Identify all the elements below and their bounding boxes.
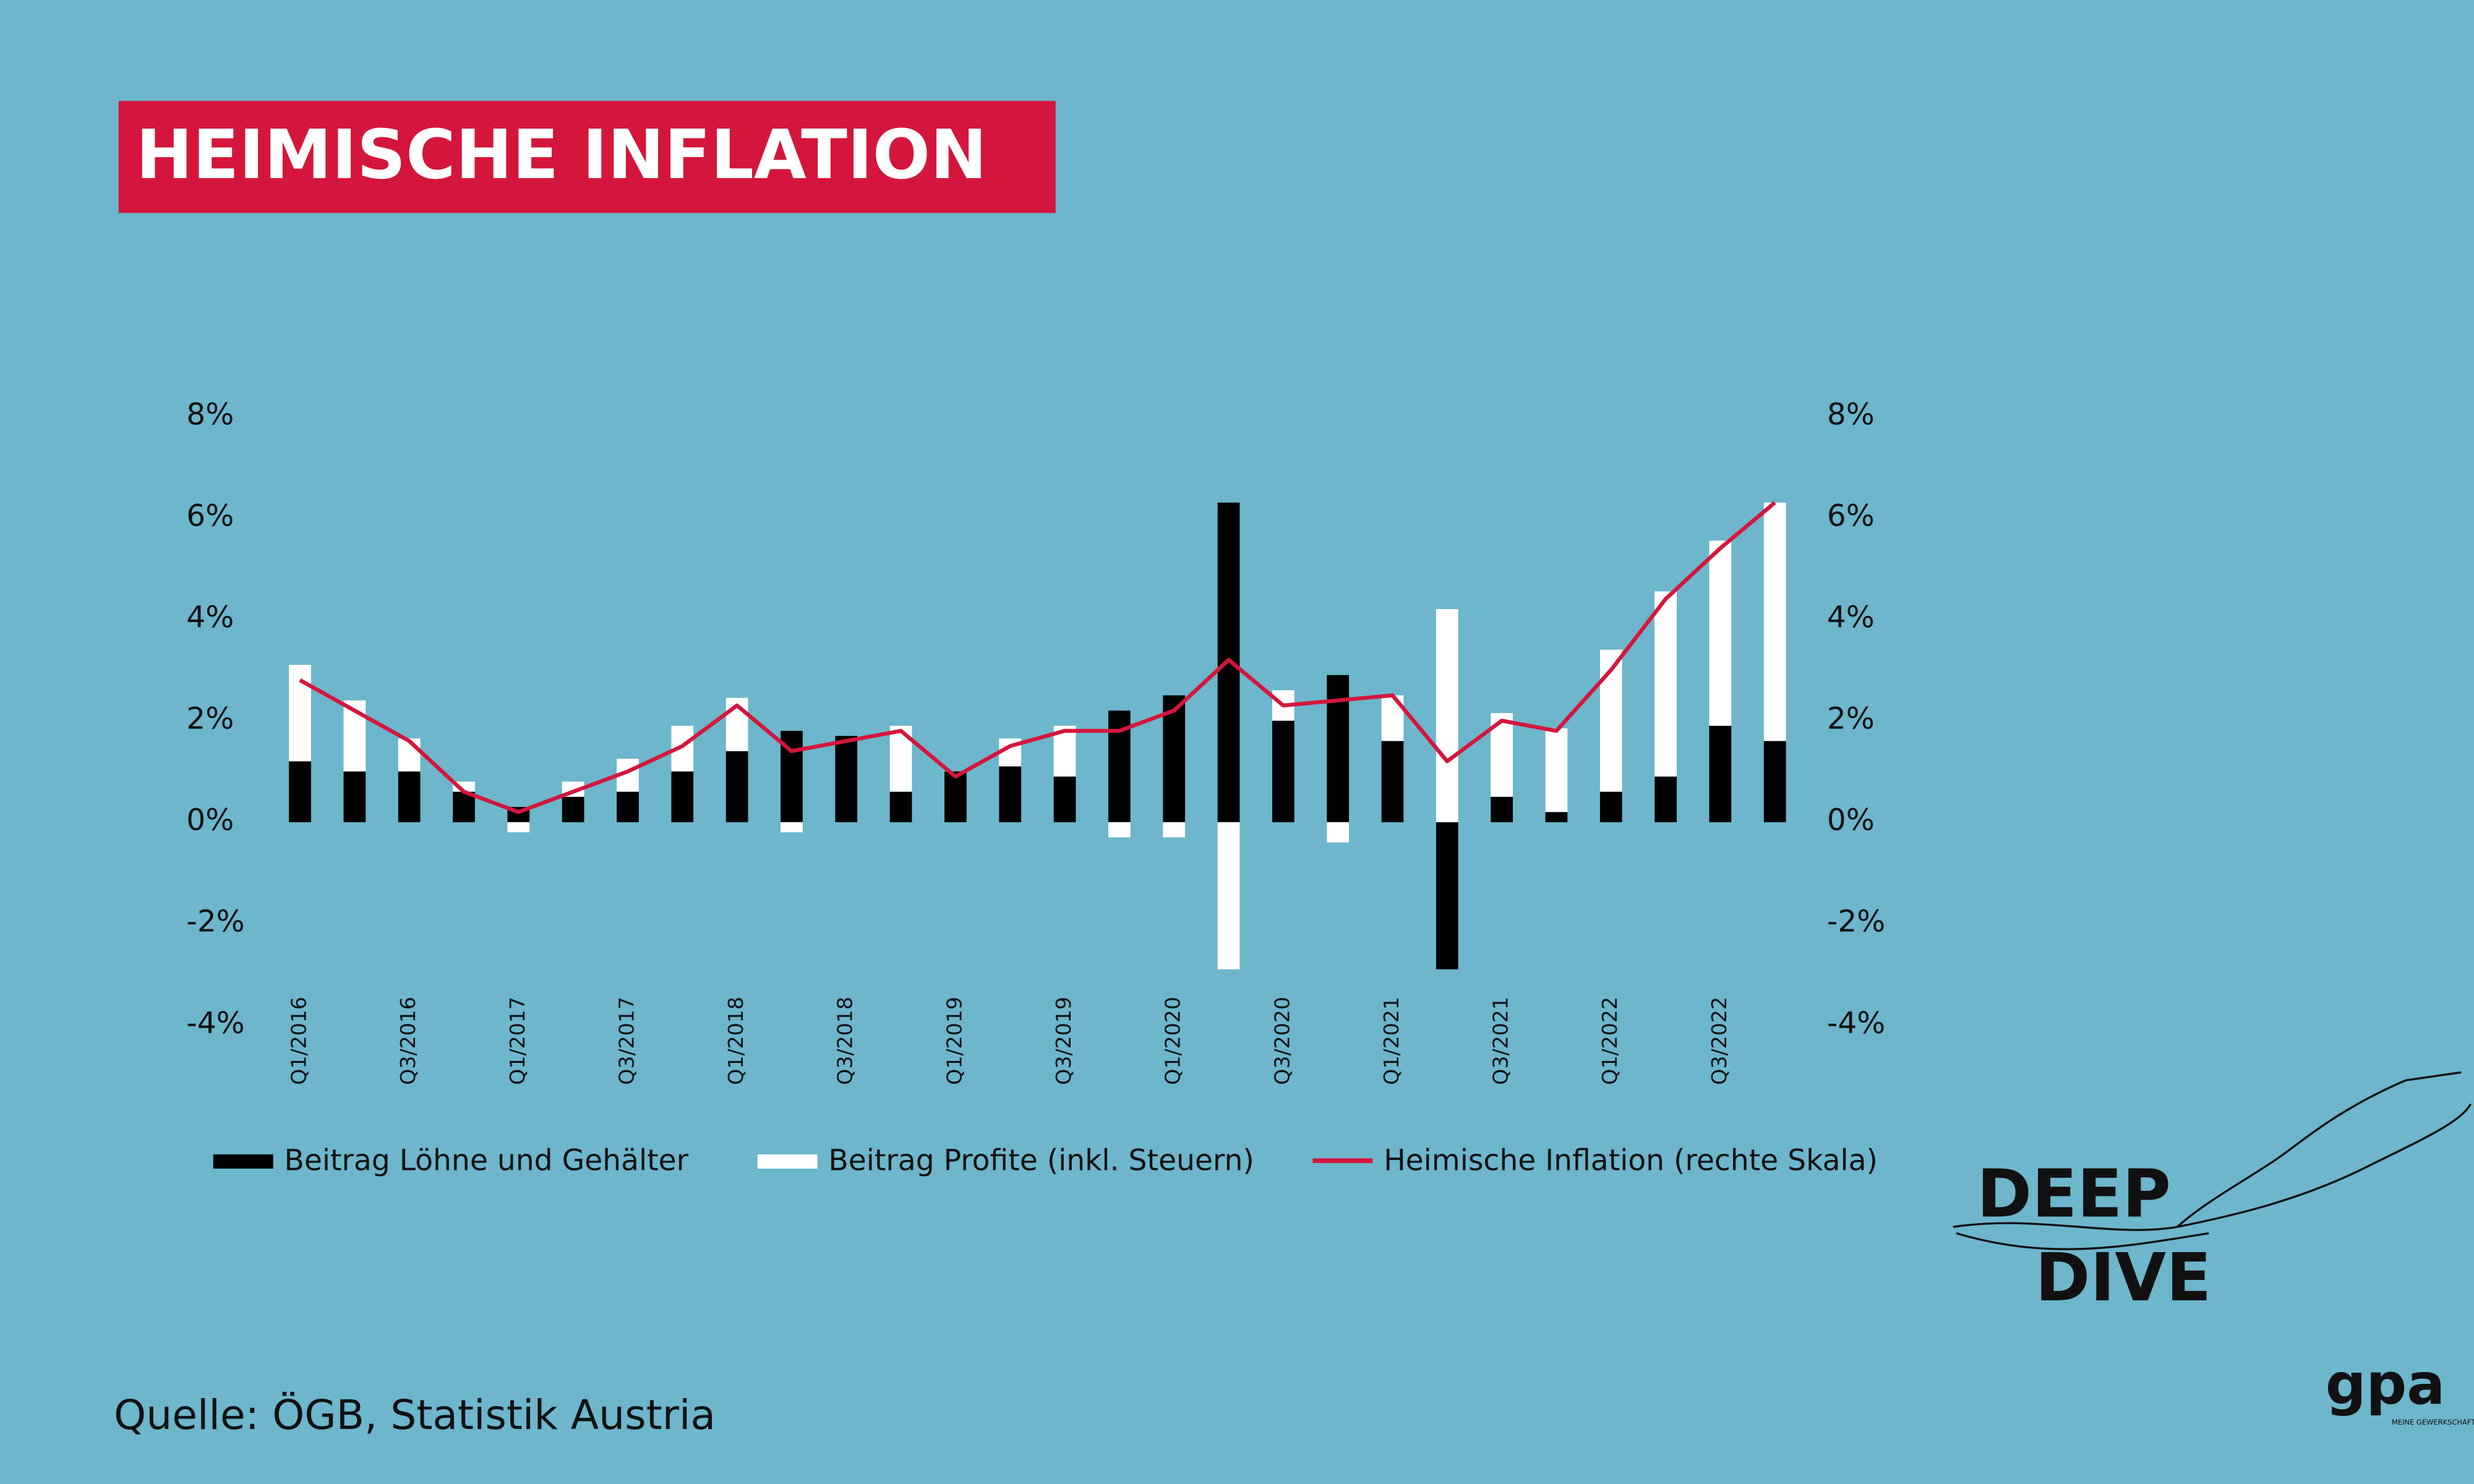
bar [1436, 822, 1458, 970]
bar [1327, 675, 1349, 822]
y2-tick-label: 2% [1827, 702, 1875, 736]
chart-title: HEIMISCHE INFLATION [136, 115, 987, 194]
bar [1654, 776, 1677, 822]
bar [1217, 822, 1240, 970]
bar [1763, 502, 1786, 741]
x-tick-label: Q1/2022 [1598, 997, 1622, 1085]
bar [617, 791, 639, 822]
x-tick-label: Q3/2021 [1489, 997, 1513, 1085]
x-tick-label: Q3/2022 [1707, 997, 1731, 1085]
bar [1654, 591, 1677, 777]
bar [726, 751, 748, 822]
bar [1545, 728, 1568, 812]
legend-label: Beitrag Löhne und Gehälter [285, 1144, 689, 1178]
source: Quelle: ÖGB, Statistik Austria [114, 1391, 716, 1439]
x-tick-label: Q1/2020 [1161, 997, 1185, 1085]
logo-text: DEEP [1977, 1156, 2171, 1233]
bar [507, 822, 530, 833]
legend-label: Heimische Inflation (rechte Skala) [1384, 1144, 1878, 1178]
x-tick-label: Q3/2016 [396, 997, 420, 1085]
x-tick-label: Q3/2018 [833, 997, 857, 1085]
y-tick-label: 4% [186, 600, 234, 634]
bar [1163, 695, 1186, 822]
y2-tick-label: 8% [1827, 397, 1875, 432]
bar [289, 761, 311, 822]
y2-tick-label: 0% [1827, 803, 1875, 838]
gpa-logo: gpa [2326, 1351, 2445, 1417]
bar [1327, 822, 1349, 843]
y-tick-label: 0% [186, 803, 234, 838]
x-tick-label: Q1/2017 [505, 997, 529, 1085]
y2-tick-label: 4% [1827, 600, 1875, 634]
y-tick-label: 2% [186, 702, 234, 736]
bar [1545, 812, 1568, 822]
bar [1599, 649, 1622, 792]
y-tick-label: -4% [186, 1006, 244, 1041]
bar [999, 766, 1022, 822]
bar [1709, 540, 1732, 726]
bar [671, 771, 694, 822]
bar [835, 736, 858, 822]
x-tick-label: Q3/2019 [1051, 997, 1076, 1085]
bar [1491, 796, 1513, 822]
y2-tick-label: -4% [1827, 1006, 1885, 1041]
bar [1108, 822, 1131, 838]
logo-text: DIVE [2035, 1240, 2212, 1316]
bar [1163, 822, 1186, 838]
y2-tick-label: 6% [1827, 498, 1875, 533]
bar [1053, 776, 1076, 822]
bar [1436, 609, 1458, 822]
x-tick-label: Q1/2016 [287, 997, 311, 1085]
bar [398, 771, 421, 822]
x-tick-label: Q1/2018 [724, 997, 748, 1085]
x-tick-label: Q1/2019 [942, 997, 966, 1085]
bar [1709, 725, 1732, 822]
y-tick-label: 6% [186, 498, 234, 533]
deep-dive-logo: DEEP DIVE [1953, 1071, 2472, 1316]
y-tick-label: 8% [186, 397, 234, 432]
bar [453, 791, 475, 822]
title-box [118, 101, 1056, 213]
x-tick-label: Q1/2021 [1379, 997, 1403, 1085]
y-tick-label: -2% [186, 905, 244, 939]
bar [944, 771, 967, 822]
bar [1381, 741, 1404, 822]
bar [1763, 741, 1786, 822]
bar [889, 791, 912, 822]
x-tick-label: Q3/2017 [614, 997, 638, 1085]
legend-swatch [213, 1154, 273, 1169]
line [299, 501, 1776, 814]
bar [1599, 791, 1622, 822]
bar [398, 738, 421, 772]
bar [562, 796, 584, 822]
legend-swatch [757, 1154, 818, 1169]
bar [781, 822, 803, 833]
bar [289, 665, 311, 762]
gpa-logo-sub: MEINE GEWERKSCHAFT [2392, 1418, 2474, 1426]
hand-drawing [1953, 1071, 2472, 1250]
y2-tick-label: -2% [1827, 905, 1885, 939]
bar [343, 771, 366, 822]
x-tick-label: Q3/2020 [1270, 997, 1294, 1085]
legend-label: Beitrag Profite (inkl. Steuern) [828, 1144, 1254, 1178]
bar [1272, 720, 1295, 822]
